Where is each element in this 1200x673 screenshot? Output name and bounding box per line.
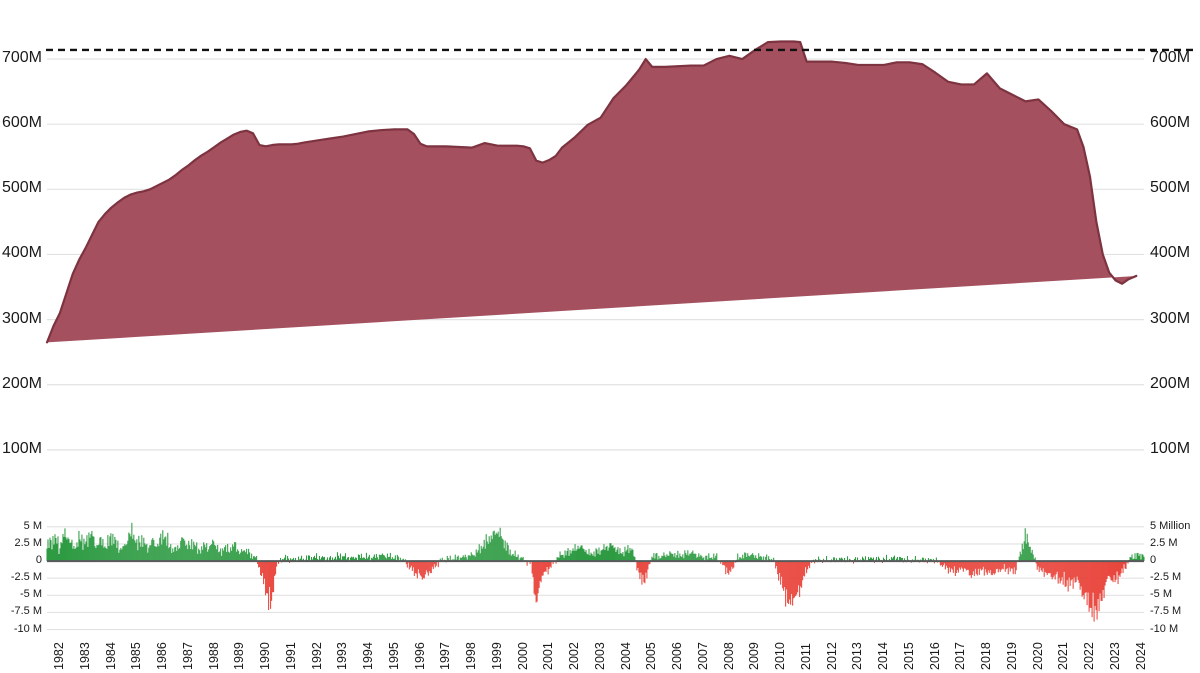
sub-y-tick-left-0: 5 M <box>23 519 42 532</box>
x-tick-1990: 1990 <box>258 642 272 670</box>
main-y-tick-left-400M: 400M <box>1 244 42 262</box>
sub-y-tick-left-3: -2.5 M <box>10 571 42 584</box>
x-tick-2003: 2003 <box>592 642 607 670</box>
main-y-tick-left-500M: 500M <box>1 179 42 197</box>
main-area-chart <box>45 40 1196 451</box>
main-y-tick-right-600M: 600M <box>1150 114 1191 132</box>
x-tick-1988: 1988 <box>206 642 221 670</box>
x-tick-1986: 1986 <box>155 642 169 670</box>
x-tick-1989: 1989 <box>232 642 247 670</box>
main-y-tick-right-300M: 300M <box>1150 309 1191 327</box>
x-tick-1991: 1991 <box>283 642 298 670</box>
x-tick-2001: 2001 <box>541 642 556 670</box>
x-tick-2017: 2017 <box>953 642 968 670</box>
x-tick-2022: 2022 <box>1082 642 1097 670</box>
sub-y-tick-left-6: -10 M <box>13 622 42 635</box>
sub-y-tick-right-6: -10 M <box>1150 622 1179 635</box>
x-tick-2012: 2012 <box>824 642 839 670</box>
x-tick-2006: 2006 <box>670 642 685 670</box>
x-tick-2011: 2011 <box>798 643 813 670</box>
x-tick-2004: 2004 <box>618 642 633 670</box>
x-tick-1994: 1994 <box>361 642 375 670</box>
x-tick-1987: 1987 <box>180 642 195 670</box>
x-tick-2005: 2005 <box>644 642 659 670</box>
main-y-tick-left-700M: 700M <box>1 49 42 67</box>
x-tick-1999: 1999 <box>489 642 504 670</box>
sub-y-tick-left-2: 0 <box>35 554 42 567</box>
main-y-tick-left-600M: 600M <box>1 114 42 132</box>
sub-y-tick-right-3: -2.5 M <box>1150 571 1182 584</box>
x-tick-2002: 2002 <box>567 642 582 670</box>
x-tick-2010: 2010 <box>773 642 788 670</box>
sub-y-tick-right-4: -5 M <box>1150 588 1172 601</box>
x-tick-2016: 2016 <box>927 642 942 670</box>
x-tick-1992: 1992 <box>309 642 324 670</box>
x-tick-2008: 2008 <box>721 642 736 670</box>
x-tick-1985: 1985 <box>129 642 144 670</box>
x-tick-1997: 1997 <box>438 642 453 670</box>
x-tick-2019: 2019 <box>1004 642 1019 670</box>
main-y-tick-right-700M: 700M <box>1150 49 1191 67</box>
main-y-tick-right-200M: 200M <box>1150 374 1191 392</box>
x-tick-2024: 2024 <box>1133 642 1148 670</box>
x-tick-2013: 2013 <box>850 642 865 670</box>
x-tick-2014: 2014 <box>876 642 891 670</box>
x-tick-2021: 2021 <box>1056 642 1071 670</box>
sub-y-tick-right-1: 2.5 M <box>1150 536 1178 549</box>
x-tick-2020: 2020 <box>1030 642 1045 670</box>
x-tick-1982: 1982 <box>52 642 66 670</box>
main-y-tick-left-200M: 200M <box>1 374 42 392</box>
weekly-change-bar-chart <box>0 515 1200 640</box>
x-tick-2009: 2009 <box>747 642 762 670</box>
main-y-tick-left-100M: 100M <box>1 439 42 457</box>
sub-y-tick-right-5: -7.5 M <box>1150 605 1182 618</box>
sub-y-tick-right-0: 5 Million <box>1150 519 1191 532</box>
x-tick-1984: 1984 <box>103 642 118 670</box>
sub-y-tick-left-1: 2.5 M <box>14 536 42 549</box>
x-tick-1993: 1993 <box>335 642 350 670</box>
main-y-tick-left-300M: 300M <box>1 309 42 327</box>
x-tick-2015: 2015 <box>901 642 916 670</box>
x-tick-2023: 2023 <box>1107 642 1122 670</box>
x-tick-2000: 2000 <box>515 642 530 670</box>
main-y-tick-right-500M: 500M <box>1150 179 1191 197</box>
sub-y-tick-left-5: -7.5 M <box>10 605 42 618</box>
x-tick-1995: 1995 <box>386 642 401 670</box>
x-tick-1998: 1998 <box>464 642 479 670</box>
sub-y-tick-right-2: 0 <box>1150 554 1157 567</box>
x-tick-2018: 2018 <box>979 642 994 670</box>
x-tick-1996: 1996 <box>412 642 427 670</box>
main-y-tick-right-400M: 400M <box>1150 244 1191 262</box>
sub-y-tick-left-4: -5 M <box>20 588 42 601</box>
main-y-tick-right-100M: 100M <box>1150 439 1191 457</box>
x-tick-1983: 1983 <box>77 642 92 670</box>
x-tick-2007: 2007 <box>695 642 710 670</box>
